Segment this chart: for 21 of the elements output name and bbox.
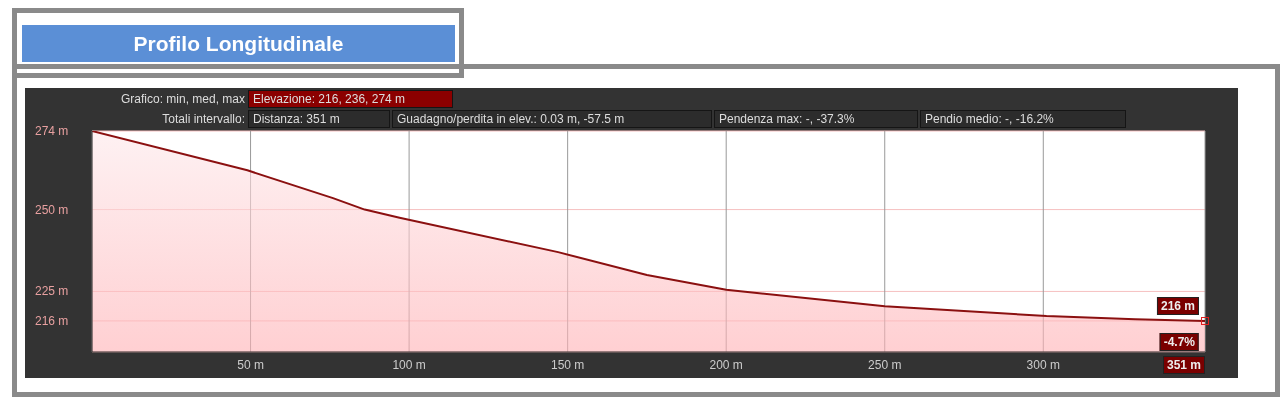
y-tick-label: 274 m bbox=[35, 124, 69, 138]
text: Pendenza max: -, -37.3% bbox=[714, 110, 918, 128]
annotation: -4.7% bbox=[1159, 332, 1199, 351]
x-tick-label: 300 m bbox=[1026, 357, 1060, 372]
x-tick-label: 150 m bbox=[550, 357, 585, 372]
text: Grafico: min, med, max bbox=[119, 91, 245, 108]
y-tick-label: 250 m bbox=[35, 202, 69, 217]
annotation: 216 m bbox=[1156, 296, 1199, 315]
x-tick-label: 100 m bbox=[392, 357, 426, 372]
x-tick-label: 250 m bbox=[868, 357, 902, 372]
x-tick-label: 50 m bbox=[237, 357, 264, 372]
text: Elevazione: 216, 236, 274 m bbox=[248, 90, 453, 108]
y-tick-label: 216 m bbox=[35, 313, 69, 328]
text: 351 m bbox=[1162, 356, 1205, 374]
text: Guadagno/perdita in elev.: 0.03 m, -57.5 m bbox=[392, 110, 712, 128]
text: Pendio medio: -, -16.2% bbox=[920, 110, 1126, 128]
text: Distanza: 351 m bbox=[248, 110, 390, 128]
y-tick-label: 225 m bbox=[35, 284, 69, 299]
x-tick-label: 200 m bbox=[709, 357, 743, 372]
text: Totali intervallo: bbox=[162, 112, 245, 126]
chart-title: Profilo Longitudinale bbox=[22, 25, 455, 62]
